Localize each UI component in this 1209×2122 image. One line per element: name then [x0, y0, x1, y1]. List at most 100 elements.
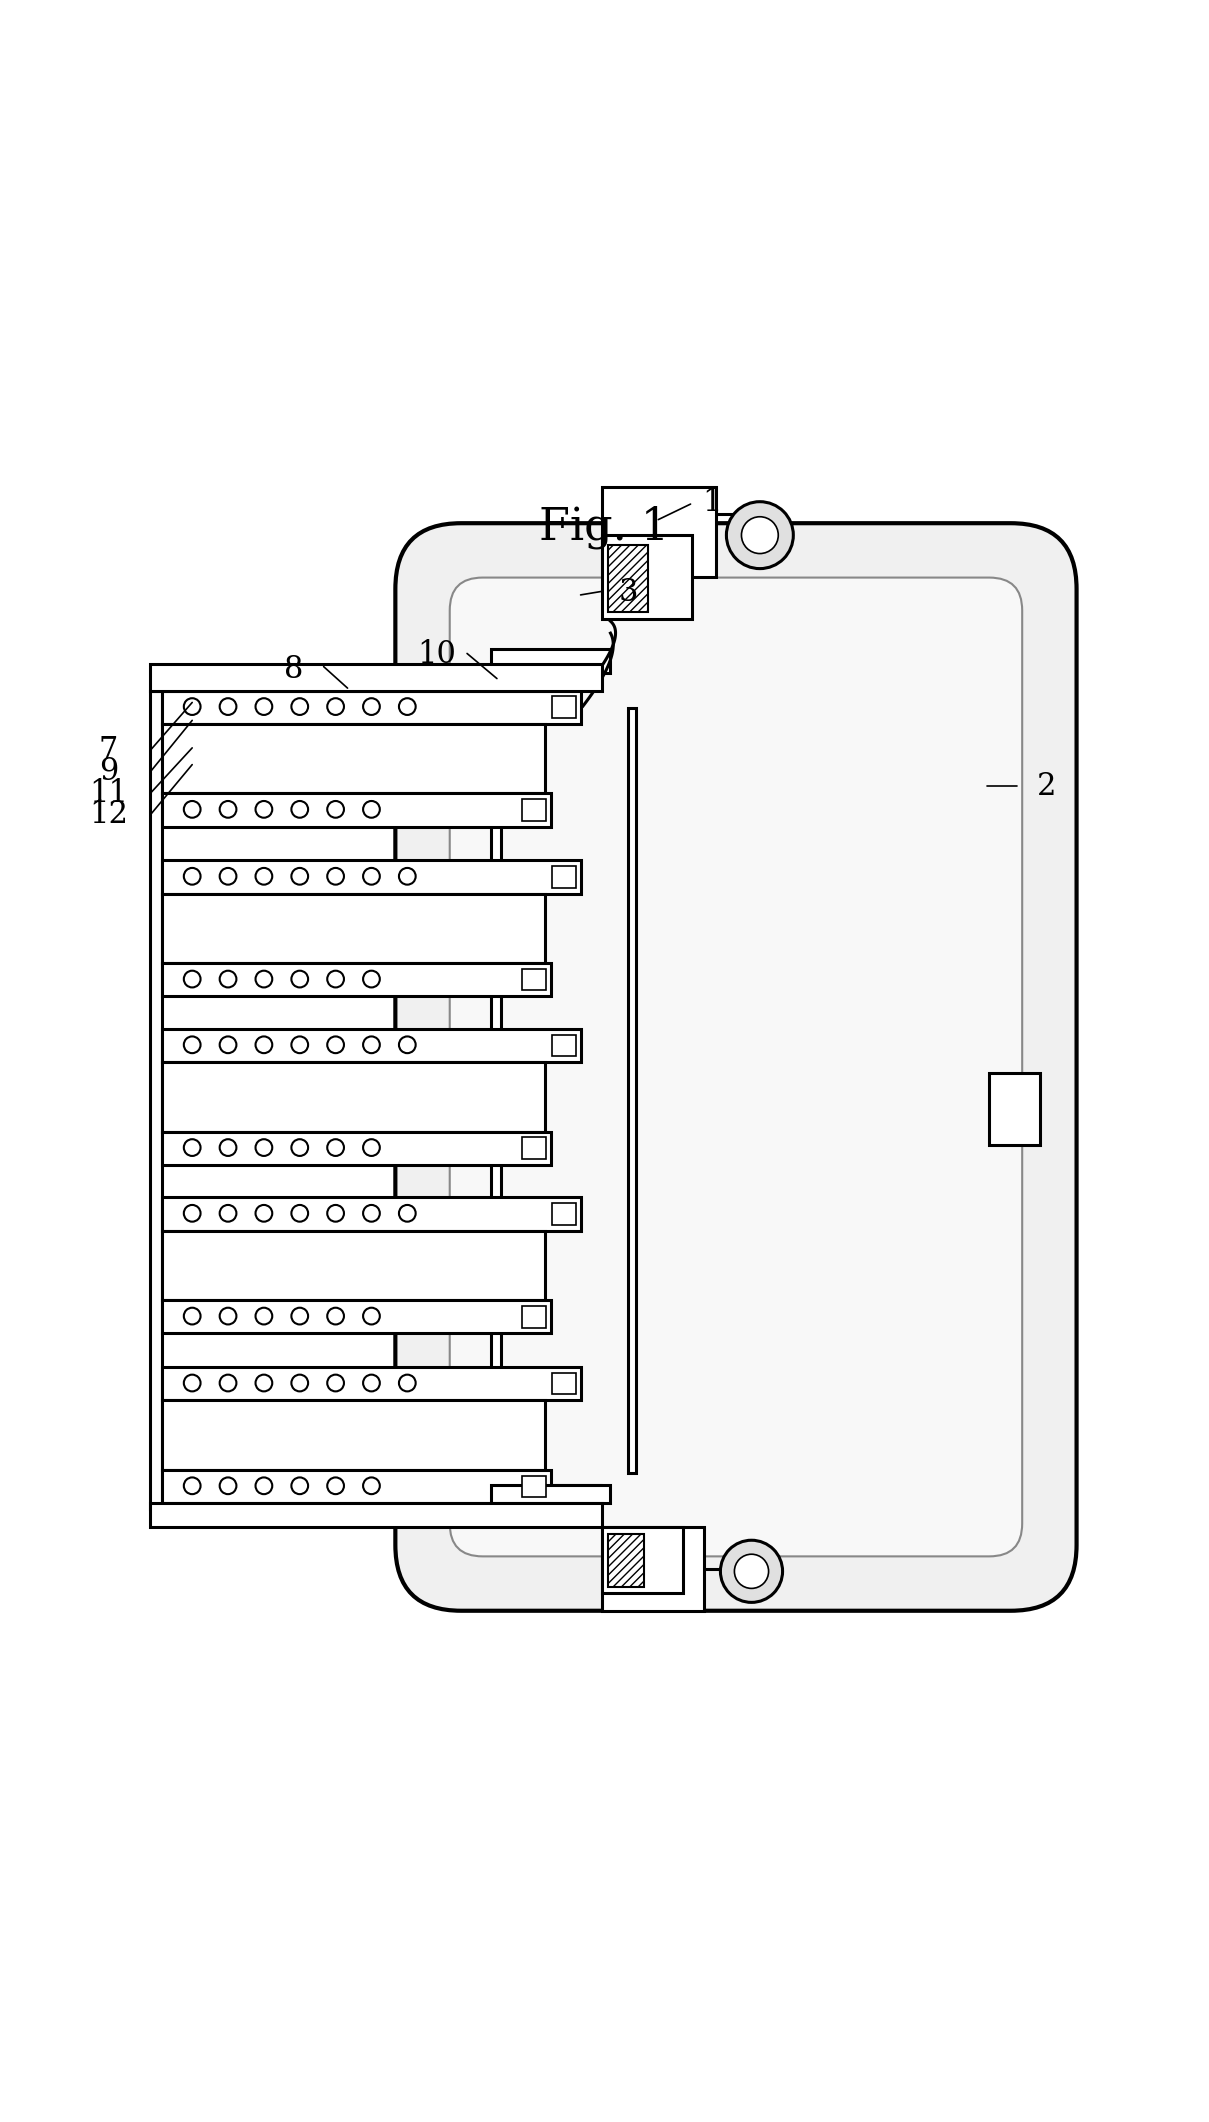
- Circle shape: [363, 800, 380, 817]
- Circle shape: [220, 1477, 237, 1494]
- Circle shape: [363, 970, 380, 987]
- Circle shape: [291, 800, 308, 817]
- Text: 12: 12: [89, 800, 128, 830]
- Bar: [162, 724, 545, 794]
- Text: 1: 1: [702, 488, 722, 518]
- Circle shape: [328, 868, 345, 885]
- Text: Fig. 1: Fig. 1: [539, 505, 670, 550]
- Text: 10: 10: [418, 639, 457, 671]
- Bar: [522, 800, 546, 821]
- Circle shape: [184, 1140, 201, 1156]
- Circle shape: [184, 1477, 201, 1494]
- Bar: [162, 859, 580, 893]
- Bar: [162, 1063, 545, 1131]
- Circle shape: [328, 1477, 345, 1494]
- Bar: [162, 1029, 580, 1063]
- Bar: [629, 709, 636, 1473]
- Circle shape: [399, 1375, 416, 1392]
- Bar: [491, 649, 611, 673]
- Bar: [553, 1373, 575, 1394]
- Bar: [553, 1036, 575, 1057]
- Bar: [150, 1502, 602, 1528]
- Bar: [162, 963, 551, 997]
- Bar: [491, 1485, 611, 1502]
- Bar: [608, 545, 648, 611]
- Circle shape: [184, 1036, 201, 1053]
- Text: 7: 7: [99, 734, 118, 766]
- Circle shape: [184, 1205, 201, 1222]
- Circle shape: [255, 698, 272, 715]
- Circle shape: [255, 868, 272, 885]
- Circle shape: [291, 868, 308, 885]
- Circle shape: [255, 1140, 272, 1156]
- Bar: [150, 690, 162, 1509]
- Circle shape: [255, 1036, 272, 1053]
- Circle shape: [184, 1375, 201, 1392]
- Circle shape: [291, 970, 308, 987]
- Circle shape: [734, 1553, 769, 1589]
- Circle shape: [291, 1307, 308, 1324]
- Circle shape: [291, 1205, 308, 1222]
- Circle shape: [328, 1307, 345, 1324]
- FancyBboxPatch shape: [395, 524, 1076, 1611]
- Circle shape: [741, 518, 779, 554]
- Bar: [602, 1528, 683, 1594]
- Bar: [162, 1131, 551, 1165]
- Circle shape: [291, 1375, 308, 1392]
- Circle shape: [220, 800, 237, 817]
- Circle shape: [220, 1036, 237, 1053]
- Bar: [522, 1137, 546, 1159]
- Circle shape: [363, 868, 380, 885]
- Circle shape: [220, 1375, 237, 1392]
- Bar: [162, 1471, 551, 1502]
- Bar: [608, 1534, 644, 1587]
- Circle shape: [399, 868, 416, 885]
- Circle shape: [255, 1477, 272, 1494]
- Circle shape: [184, 698, 201, 715]
- Circle shape: [328, 1036, 345, 1053]
- Circle shape: [220, 1140, 237, 1156]
- Circle shape: [363, 698, 380, 715]
- Text: 11: 11: [89, 779, 128, 808]
- Circle shape: [255, 1307, 272, 1324]
- Circle shape: [328, 1140, 345, 1156]
- Circle shape: [255, 1375, 272, 1392]
- Circle shape: [399, 698, 416, 715]
- Bar: [162, 1301, 551, 1333]
- Bar: [162, 1401, 545, 1471]
- Circle shape: [291, 698, 308, 715]
- Bar: [553, 866, 575, 887]
- Bar: [989, 1074, 1040, 1144]
- Circle shape: [328, 970, 345, 987]
- Circle shape: [328, 698, 345, 715]
- Text: 2: 2: [1037, 770, 1057, 802]
- Circle shape: [184, 800, 201, 817]
- Bar: [553, 1203, 575, 1224]
- Circle shape: [363, 1140, 380, 1156]
- Circle shape: [328, 800, 345, 817]
- Bar: [522, 1305, 546, 1328]
- Circle shape: [220, 970, 237, 987]
- Circle shape: [220, 868, 237, 885]
- Circle shape: [220, 698, 237, 715]
- Text: 3: 3: [619, 577, 638, 609]
- Circle shape: [363, 1036, 380, 1053]
- Bar: [491, 673, 501, 1485]
- Circle shape: [255, 800, 272, 817]
- Bar: [602, 1528, 704, 1611]
- Bar: [162, 794, 551, 828]
- FancyBboxPatch shape: [450, 577, 1022, 1555]
- Circle shape: [220, 1205, 237, 1222]
- Circle shape: [291, 1140, 308, 1156]
- Circle shape: [363, 1477, 380, 1494]
- Circle shape: [291, 1036, 308, 1053]
- Circle shape: [363, 1375, 380, 1392]
- Bar: [162, 1197, 580, 1231]
- Text: 8: 8: [284, 654, 303, 685]
- Bar: [602, 535, 692, 620]
- Bar: [162, 893, 545, 963]
- Circle shape: [255, 1205, 272, 1222]
- Circle shape: [399, 1205, 416, 1222]
- Circle shape: [328, 1375, 345, 1392]
- Bar: [162, 690, 580, 724]
